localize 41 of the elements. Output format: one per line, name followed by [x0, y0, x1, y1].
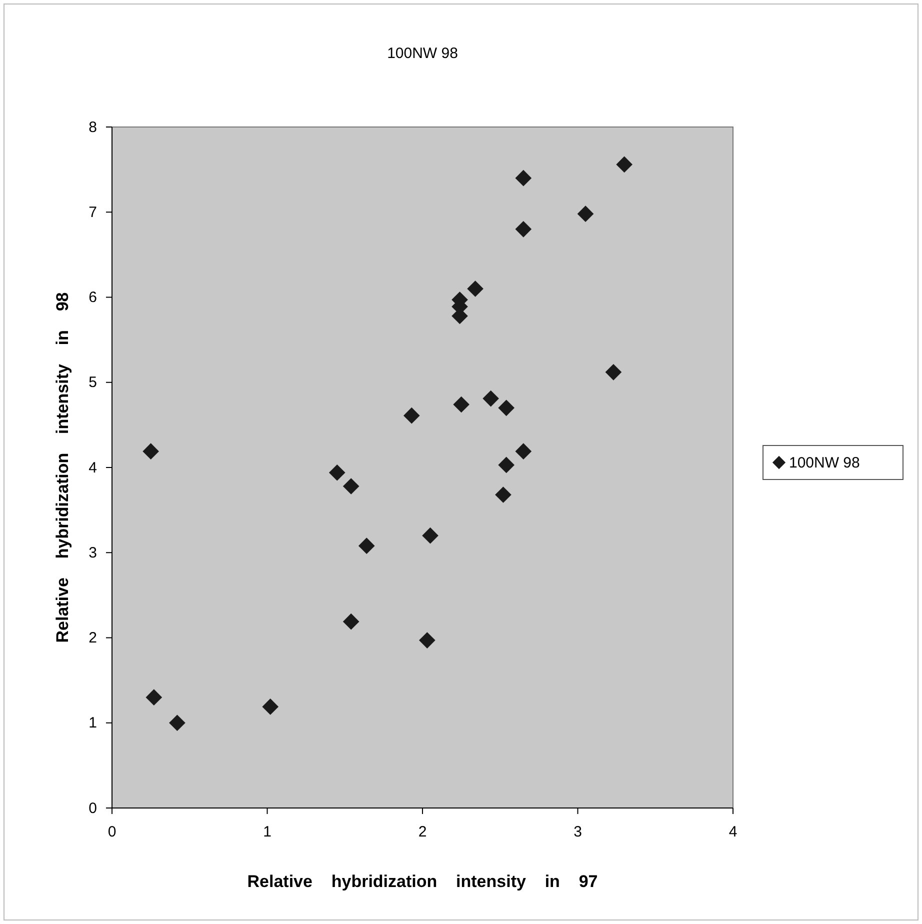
point [453, 396, 470, 413]
point [467, 280, 484, 297]
legend-label: 100NW 98 [789, 454, 860, 472]
point [422, 527, 438, 544]
point [498, 400, 514, 416]
y-tick-label: 0 [88, 800, 97, 817]
chart-title: 100NW 98 [387, 45, 458, 62]
y-tick-label: 3 [88, 544, 97, 562]
x-tick-label: 4 [728, 824, 738, 840]
point [403, 407, 420, 424]
point [495, 486, 512, 503]
x-tick-label: 3 [574, 824, 582, 840]
point [605, 364, 622, 380]
y-tick-label: 4 [88, 459, 97, 476]
point [142, 443, 159, 460]
point [498, 456, 514, 474]
point [342, 478, 360, 494]
y-tick-label: 2 [88, 630, 97, 647]
point [342, 613, 360, 630]
point [577, 206, 594, 222]
x-tick-label: 2 [418, 824, 427, 840]
y-tick-label: 5 [88, 374, 97, 392]
point [418, 632, 436, 648]
y-tick-label: 6 [88, 289, 97, 306]
point [616, 156, 632, 173]
x-tick-label: 1 [263, 824, 272, 840]
point [146, 689, 162, 706]
y-tick-label: 8 [88, 118, 97, 136]
x-tick-label: 0 [108, 824, 116, 840]
x-axis-title: Relative hybridization intensity in 97 [247, 872, 598, 891]
point [328, 464, 346, 481]
y-tick-label: 7 [88, 204, 97, 221]
point [358, 538, 375, 554]
point [515, 443, 532, 460]
point [169, 714, 186, 732]
point [482, 390, 499, 407]
point [515, 170, 532, 186]
point [262, 698, 279, 715]
point [515, 220, 532, 238]
y-tick-label: 1 [88, 714, 97, 732]
y-axis-title: Relative hybridization intensity in 98 [53, 292, 72, 643]
